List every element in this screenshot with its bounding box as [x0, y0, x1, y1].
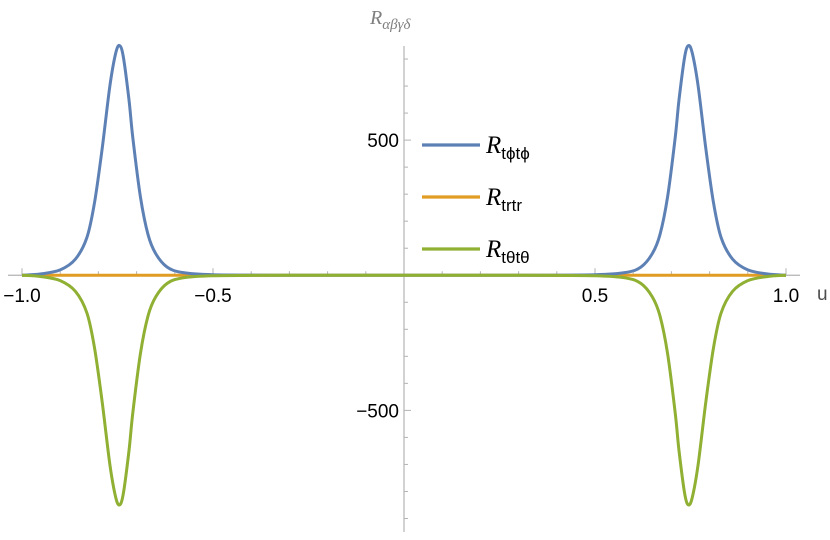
- y-axis-title: Rαβγδ: [369, 7, 411, 33]
- x-tick-label: −1.0: [3, 286, 41, 307]
- x-tick-label: 0.5: [582, 286, 608, 307]
- legend-label-main: R: [485, 132, 501, 159]
- legend-item: Rtθtθ: [422, 236, 530, 267]
- series-layer: [21, 43, 787, 507]
- y-axis-title-subscript: αβγδ: [382, 17, 411, 33]
- legend-label: Rtϕtϕ: [485, 132, 530, 163]
- y-axis-title-main: R: [369, 7, 382, 29]
- x-axis-title: u: [817, 284, 828, 305]
- axes: −1.0 −0.5 0.5 1.0 500 −500: [3, 46, 800, 532]
- x-tick-label: 1.0: [773, 286, 799, 307]
- y-minor-ticks: [404, 58, 411, 519]
- x-tick-labels: −1.0 −0.5 0.5 1.0: [3, 286, 799, 307]
- y-tick-labels: 500 −500: [356, 131, 399, 422]
- legend-label-main: R: [485, 236, 501, 263]
- legend-label-subscript: tϕtϕ: [501, 144, 530, 163]
- legend-item: Rtϕtϕ: [422, 132, 530, 163]
- legend-label-subscript: trtr: [501, 196, 522, 215]
- legend-label: Rtθtθ: [485, 236, 530, 267]
- legend-label-main: R: [485, 184, 501, 211]
- legend-item: Rtrtr: [422, 184, 522, 215]
- y-tick-label: −500: [356, 401, 399, 422]
- y-tick-label: 500: [367, 131, 399, 152]
- legend-label: Rtrtr: [485, 184, 522, 215]
- series-line-tθtθ: [21, 273, 787, 507]
- x-tick-label: −0.5: [194, 286, 232, 307]
- legend-label-subscript: tθtθ: [501, 248, 529, 267]
